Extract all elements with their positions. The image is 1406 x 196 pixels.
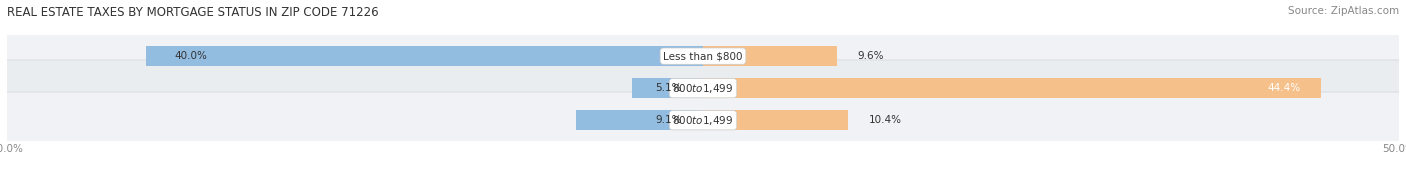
- Text: 44.4%: 44.4%: [1267, 83, 1301, 93]
- Bar: [703, 46, 837, 66]
- Text: REAL ESTATE TAXES BY MORTGAGE STATUS IN ZIP CODE 71226: REAL ESTATE TAXES BY MORTGAGE STATUS IN …: [7, 6, 378, 19]
- Text: 40.0%: 40.0%: [174, 51, 207, 61]
- Bar: [703, 78, 1322, 98]
- Text: $800 to $1,499: $800 to $1,499: [672, 114, 734, 127]
- Bar: [633, 78, 703, 98]
- Text: Source: ZipAtlas.com: Source: ZipAtlas.com: [1288, 6, 1399, 16]
- FancyBboxPatch shape: [1, 92, 1405, 149]
- Legend: Without Mortgage, With Mortgage: Without Mortgage, With Mortgage: [593, 194, 813, 196]
- Text: 9.6%: 9.6%: [858, 51, 884, 61]
- Text: 9.1%: 9.1%: [655, 115, 682, 125]
- Text: $800 to $1,499: $800 to $1,499: [672, 82, 734, 95]
- Bar: [703, 110, 848, 130]
- Bar: [576, 110, 703, 130]
- Bar: [146, 46, 703, 66]
- FancyBboxPatch shape: [1, 60, 1405, 116]
- Text: 5.1%: 5.1%: [655, 83, 682, 93]
- FancyBboxPatch shape: [1, 28, 1405, 84]
- Text: 10.4%: 10.4%: [869, 115, 901, 125]
- Text: Less than $800: Less than $800: [664, 51, 742, 61]
